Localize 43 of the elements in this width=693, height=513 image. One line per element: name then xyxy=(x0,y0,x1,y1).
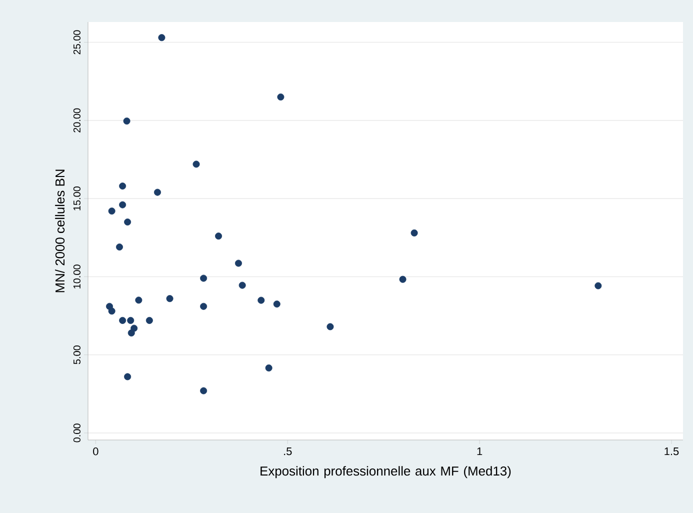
point xyxy=(265,364,272,372)
x-tick-label: 1.5 xyxy=(664,448,679,456)
point xyxy=(234,260,242,267)
point xyxy=(123,118,130,125)
point xyxy=(108,208,116,215)
point xyxy=(258,296,265,304)
point xyxy=(238,282,246,289)
x-tick-label: .5 xyxy=(284,448,292,456)
point xyxy=(124,218,132,226)
point xyxy=(119,316,126,324)
x-tick-label: 1 xyxy=(477,448,482,456)
point xyxy=(410,229,418,236)
point xyxy=(130,324,138,332)
y-tick-label: 0.00 xyxy=(73,424,80,442)
y-axis-title: MN/ 2000 cellules BN xyxy=(55,170,65,292)
point xyxy=(124,373,132,380)
point xyxy=(326,323,334,330)
point xyxy=(119,182,126,190)
y-tick-label: 15.00 xyxy=(73,186,80,210)
point xyxy=(158,34,166,42)
x-axis-title: Exposition professionnelle aux MF (Med13) xyxy=(260,466,511,478)
y-tick-label: 10.00 xyxy=(73,264,80,288)
point xyxy=(594,282,602,290)
point xyxy=(116,244,123,250)
point xyxy=(273,300,280,308)
point xyxy=(127,316,134,324)
point xyxy=(277,93,284,100)
point xyxy=(200,274,208,282)
point xyxy=(119,201,126,208)
point xyxy=(154,188,161,196)
point xyxy=(192,160,200,168)
y-tick-label: 5.00 xyxy=(73,346,80,364)
point xyxy=(215,232,222,240)
point xyxy=(108,308,116,315)
y-tick-label: 25.00 xyxy=(73,30,80,54)
y-tick-label: 20.00 xyxy=(73,108,80,132)
point xyxy=(166,295,174,302)
point xyxy=(200,302,208,310)
point xyxy=(200,387,208,394)
point xyxy=(135,296,142,304)
point xyxy=(146,316,153,324)
point xyxy=(399,276,406,283)
x-tick-label: 0 xyxy=(93,448,98,456)
